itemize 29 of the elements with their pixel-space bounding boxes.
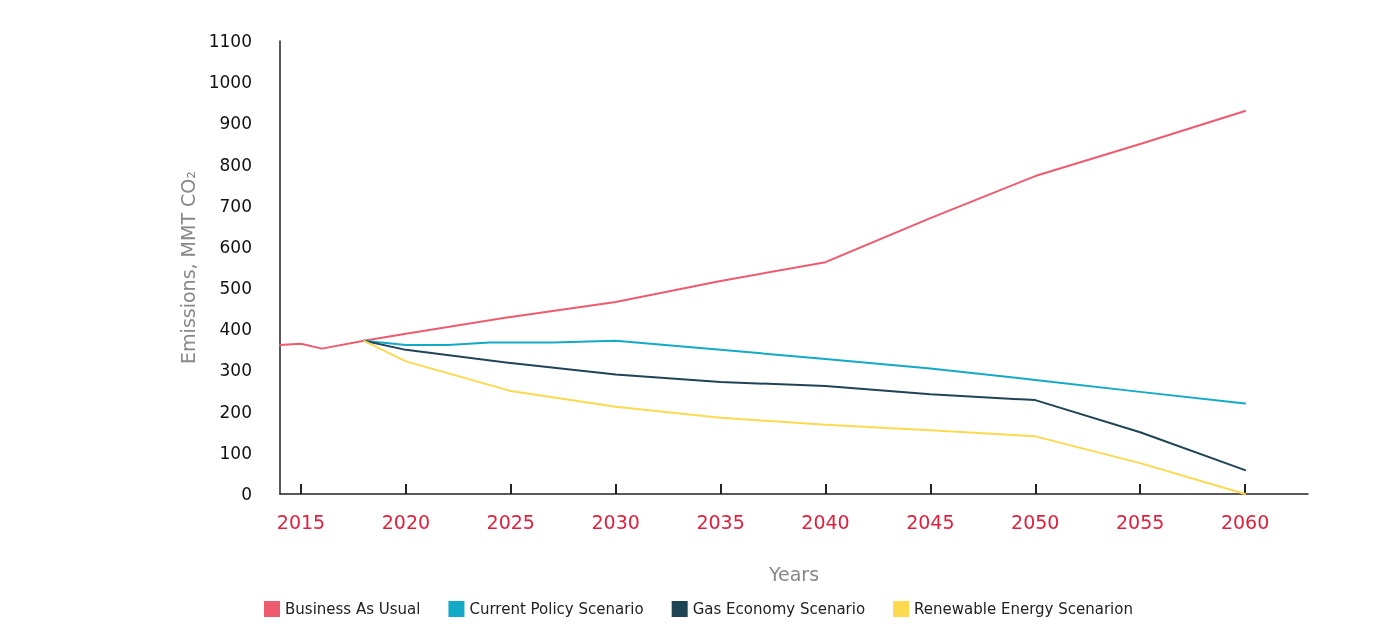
- x-tick-label: 2050: [1011, 510, 1060, 533]
- legend-label: Business As Usual: [285, 600, 421, 618]
- x-tick-label: 2030: [591, 510, 640, 533]
- y-tick-label: 800: [219, 154, 252, 175]
- y-tick-label: 700: [219, 195, 252, 216]
- y-tick-label: 1000: [208, 72, 252, 93]
- legend-label: Renewable Energy Scenarion: [914, 600, 1133, 618]
- x-tick-label: 2035: [696, 510, 745, 533]
- x-axis-title: Years: [767, 562, 820, 585]
- y-tick-label: 0: [241, 484, 252, 504]
- y-tick-label: 100: [219, 442, 252, 463]
- x-tick-label: 2025: [486, 510, 535, 533]
- y-tick-label: 1100: [208, 31, 252, 51]
- x-tick-label: 2055: [1115, 510, 1165, 533]
- y-tick-label: 400: [219, 319, 252, 340]
- x-tick-label: 2015: [276, 510, 326, 533]
- y-tick-label: 500: [219, 278, 252, 299]
- legend-label: Gas Economy Scenario: [692, 600, 866, 618]
- y-tick-label: 300: [219, 360, 252, 381]
- x-tick-label: 2045: [906, 510, 955, 533]
- x-tick-label: 2040: [801, 510, 850, 533]
- y-axis-title: Emissions, MMT CO₂: [177, 171, 200, 364]
- y-tick-label: 900: [219, 113, 252, 134]
- line-series: [279, 110, 1247, 350]
- x-tick-label: 2020: [381, 510, 431, 533]
- x-tick-label: 2060: [1220, 510, 1270, 533]
- legend-label: Current Policy Scenario: [469, 600, 644, 618]
- y-tick-label: 600: [219, 236, 252, 257]
- y-tick-label: 200: [219, 401, 252, 422]
